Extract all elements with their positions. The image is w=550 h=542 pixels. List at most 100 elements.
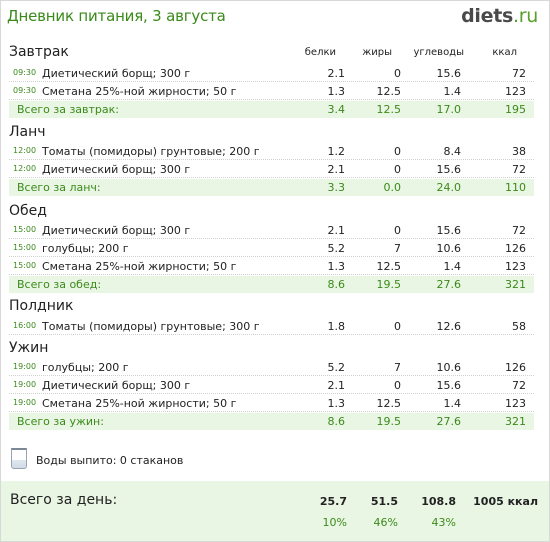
meal-title: Обед	[9, 203, 47, 219]
food-row[interactable]: 16:00 Томаты (помидоры) грунтовые; 300 г 1…	[9, 318, 534, 335]
food-fat: 0	[394, 67, 401, 80]
food-kcal: 123	[505, 260, 526, 273]
meal-total-row: Всего за завтрак: 3.4 12.5 17.0 195	[9, 101, 534, 118]
food-name[interactable]: Томаты (помидоры) грунтовые; 300 г	[42, 320, 260, 333]
col-header-protein: белки	[304, 47, 336, 58]
food-row[interactable]: 09:30 Сметана 25%-ной жирности; 50 г 1.3 12…	[9, 83, 534, 100]
food-name[interactable]: Диетический борщ; 300 г	[42, 67, 191, 80]
food-kcal: 126	[505, 361, 526, 374]
meal-total-label: Всего за ланч:	[17, 181, 101, 194]
food-kcal: 38	[512, 145, 526, 158]
site-logo[interactable]: diets.ru	[461, 5, 538, 27]
food-carbs: 15.6	[436, 67, 462, 80]
food-name[interactable]: Диетический борщ; 300 г	[42, 163, 191, 176]
meal-total-carbs: 27.6	[436, 415, 462, 428]
meal-title: Полдник	[9, 298, 74, 314]
food-carbs: 8.4	[443, 145, 462, 158]
meal-total-row: Всего за обед: 8.6 19.5 27.6 321	[9, 276, 534, 293]
food-protein: 1.8	[327, 320, 346, 333]
food-fat: 0	[394, 163, 401, 176]
food-carbs: 1.4	[443, 85, 462, 98]
food-protein: 2.1	[327, 163, 346, 176]
day-total-kcal: 1005 ккал	[473, 495, 538, 508]
food-carbs: 15.6	[436, 379, 462, 392]
meal-total-kcal: 195	[505, 103, 526, 116]
food-time: 19:00	[13, 362, 37, 371]
food-name[interactable]: Диетический борщ; 300 г	[42, 379, 191, 392]
food-kcal: 72	[512, 379, 526, 392]
food-protein: 5.2	[327, 242, 346, 255]
meal-total-carbs: 17.0	[436, 103, 462, 116]
meal-total-label: Всего за обед:	[17, 278, 102, 291]
meal-total-kcal: 110	[505, 181, 526, 194]
food-kcal: 58	[512, 320, 526, 333]
food-name[interactable]: Сметана 25%-ной жирности; 50 г	[42, 397, 237, 410]
meal-total-label: Всего за завтрак:	[17, 103, 120, 116]
food-name[interactable]: Сметана 25%-ной жирности; 50 г	[42, 85, 237, 98]
food-row[interactable]: 15:00 Диетический борщ; 300 г 2.1 0 15.6 72	[9, 222, 534, 239]
food-time: 15:00	[13, 225, 37, 234]
meal-total-fat: 0.0	[383, 181, 402, 194]
food-time: 16:00	[13, 321, 37, 330]
food-fat: 12.5	[376, 260, 402, 273]
food-name[interactable]: голубцы; 200 г	[42, 242, 129, 255]
logo-tld: .ru	[513, 5, 538, 27]
food-row[interactable]: 19:00 Диетический борщ; 300 г 2.1 0 15.6 72	[9, 377, 534, 394]
day-total: Всего за день: 25.7 51.5 108.8 1005 ккал…	[1, 481, 549, 541]
food-kcal: 123	[505, 85, 526, 98]
food-kcal: 72	[512, 67, 526, 80]
food-time: 15:00	[13, 243, 37, 252]
meal-total-protein: 8.6	[327, 278, 346, 291]
logo-main: diets	[461, 5, 513, 27]
food-protein: 2.1	[327, 379, 346, 392]
food-row[interactable]: 12:00 Томаты (помидоры) грунтовые; 200 г 1…	[9, 143, 534, 160]
page-header: Дневник питания, 3 августа diets.ru	[0, 0, 550, 36]
day-total-fat: 51.5	[370, 495, 398, 508]
meal-total-carbs: 27.6	[436, 278, 462, 291]
col-header-fat: жиры	[362, 47, 392, 58]
day-total-carbs-pct: 43%	[431, 516, 456, 529]
food-kcal: 123	[505, 397, 526, 410]
water-intake: Воды выпито: 0 стаканов	[11, 448, 311, 470]
food-protein: 2.1	[327, 224, 346, 237]
food-name[interactable]: Сметана 25%-ной жирности; 50 г	[42, 260, 237, 273]
food-protein: 1.3	[327, 260, 346, 273]
meal-total-carbs: 24.0	[436, 181, 462, 194]
food-carbs: 1.4	[443, 260, 462, 273]
food-row[interactable]: 15:00 Сметана 25%-ной жирности; 50 г 1.3 12…	[9, 258, 534, 275]
food-time: 09:30	[13, 86, 37, 95]
food-time: 19:00	[13, 398, 37, 407]
food-carbs: 15.6	[436, 224, 462, 237]
food-fat: 12.5	[376, 397, 402, 410]
meal-total-protein: 8.6	[327, 415, 346, 428]
meal-total-fat: 19.5	[376, 278, 402, 291]
water-text: Воды выпито: 0 стаканов	[36, 454, 184, 467]
food-time: 09:30	[13, 68, 37, 77]
food-row[interactable]: 19:00 голубцы; 200 г 5.2 7 10.6 126	[9, 359, 534, 376]
meal-total-protein: 3.3	[327, 181, 346, 194]
food-row[interactable]: 15:00 голубцы; 200 г 5.2 7 10.6 126	[9, 240, 534, 257]
food-name[interactable]: Томаты (помидоры) грунтовые; 200 г	[42, 145, 260, 158]
food-fat: 7	[394, 242, 401, 255]
food-row[interactable]: 19:00 Сметана 25%-ной жирности; 50 г 1.3 12…	[9, 395, 534, 412]
food-carbs: 1.4	[443, 397, 462, 410]
glass-icon[interactable]	[11, 448, 27, 469]
food-row[interactable]: 09:30 Диетический борщ; 300 г 2.1 0 15.6 72	[9, 65, 534, 82]
day-total-protein-pct: 10%	[322, 516, 347, 529]
meal-total-kcal: 321	[505, 415, 526, 428]
food-protein: 1.3	[327, 397, 346, 410]
meal-total-kcal: 321	[505, 278, 526, 291]
meal-title: Ланч	[9, 124, 46, 140]
food-fat: 0	[394, 224, 401, 237]
meal-total-row: Всего за ужин: 8.6 19.5 27.6 321	[9, 413, 534, 430]
day-total-fat-pct: 46%	[373, 516, 398, 529]
meal-total-row: Всего за ланч: 3.3 0.0 24.0 110	[9, 179, 534, 196]
food-carbs: 12.6	[436, 320, 462, 333]
food-row[interactable]: 12:00 Диетический борщ; 300 г 2.1 0 15.6 72	[9, 161, 534, 178]
day-total-protein: 25.7	[319, 495, 347, 508]
food-fat: 7	[394, 361, 401, 374]
food-name[interactable]: Диетический борщ; 300 г	[42, 224, 191, 237]
food-name[interactable]: голубцы; 200 г	[42, 361, 129, 374]
meal-total-label: Всего за ужин:	[17, 415, 104, 428]
food-carbs: 10.6	[436, 361, 462, 374]
